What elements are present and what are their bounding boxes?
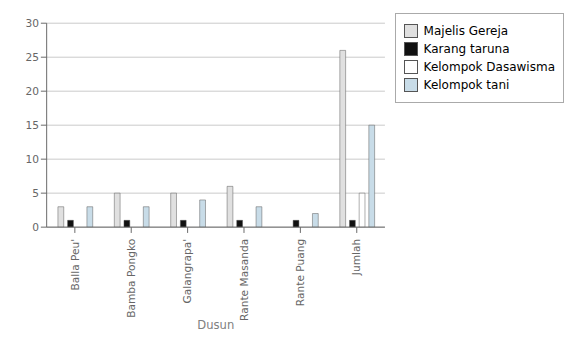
svg-text:10: 10 bbox=[25, 153, 39, 166]
svg-text:0: 0 bbox=[32, 221, 39, 234]
svg-text:15: 15 bbox=[25, 119, 39, 132]
html-text:Majelis Gereja: Majelis Gereja bbox=[423, 24, 509, 38]
html-text:Kelompok tani: Kelompok tani bbox=[423, 78, 510, 92]
svg-text:25: 25 bbox=[25, 51, 39, 64]
svg-text:5: 5 bbox=[32, 187, 39, 200]
svg-text:20: 20 bbox=[25, 85, 39, 98]
svg-text:Galangrapa': Galangrapa' bbox=[181, 239, 194, 304]
svg-text:Bamba Pongko: Bamba Pongko bbox=[125, 239, 138, 318]
html-text:Karang taruna: Karang taruna bbox=[423, 42, 510, 56]
svg-text:Balla Peu': Balla Peu' bbox=[69, 239, 82, 291]
svg-text:Dusun: Dusun bbox=[197, 318, 234, 332]
svg-text:30: 30 bbox=[25, 17, 39, 30]
svg-text:Rante Puang: Rante Puang bbox=[294, 239, 307, 306]
svg-text:Rante Masanda: Rante Masanda bbox=[238, 239, 251, 321]
html-text:Kelompok Dasawisma: Kelompok Dasawisma bbox=[423, 60, 555, 74]
svg-text:Jumlah: Jumlah bbox=[350, 239, 363, 276]
